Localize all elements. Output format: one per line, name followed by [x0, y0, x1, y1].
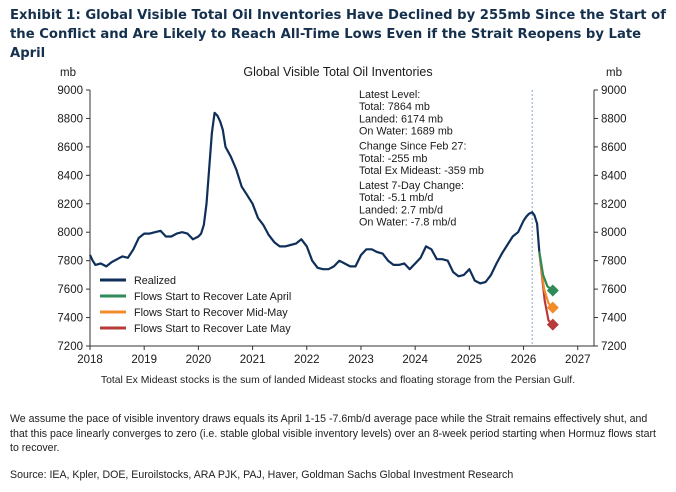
- y-tick-label-left: 9000: [57, 85, 83, 97]
- y-axis-label-right: mb: [606, 67, 622, 79]
- annotation-line: Total: 7864 mb: [359, 101, 430, 113]
- x-tick-label: 2018: [77, 354, 103, 366]
- x-tick-label: 2020: [186, 354, 212, 366]
- y-tick-label-right: 8000: [601, 227, 627, 239]
- x-tick-label: 2027: [565, 354, 591, 366]
- y-tick-label-left: 7600: [57, 284, 83, 296]
- y-tick-label-right: 8200: [601, 199, 627, 211]
- x-tick-label: 2024: [402, 354, 428, 366]
- annotation-line: Total: -5.1 mb/d: [359, 192, 433, 204]
- annotation-line: Total Ex Mideast: -359 mb: [359, 165, 484, 177]
- y-tick-label-left: 8000: [57, 227, 83, 239]
- chart-axes: 7200 7200 7400 7400 7600 7600 7800 7800 8000 8000…: [57, 85, 626, 366]
- legend-label: Flows Start to Recover Late May: [134, 323, 291, 335]
- y-axis-label-left: mb: [60, 67, 76, 79]
- legend-label: Flows Start to Recover Mid-May: [134, 307, 288, 319]
- annotation-line: On Water: 1689 mb: [359, 126, 453, 138]
- y-tick-label-left: 8400: [57, 170, 83, 182]
- y-tick-label-right: 7800: [601, 256, 627, 268]
- series-line-realized: [89, 111, 541, 285]
- y-tick-label-left: 7400: [57, 313, 83, 325]
- series-end-diamond: [546, 284, 559, 297]
- series-end-diamond: [546, 318, 559, 331]
- x-tick-label: 2026: [511, 354, 537, 366]
- y-tick-label-left: 8800: [57, 113, 83, 125]
- inventory-line-chart: 7200 7200 7400 7400 7600 7600 7800 7800 8000 8000…: [57, 65, 626, 366]
- annotation-line: Total: -255 mb: [359, 153, 427, 165]
- assumption-note: We assume the pace of visible inventory …: [10, 413, 656, 454]
- annotation-line: Latest Level:: [359, 89, 420, 101]
- annotation-line: Landed: 2.7 mb/d: [359, 204, 443, 216]
- y-tick-label-right: 9000: [601, 85, 627, 97]
- x-tick-label: 2021: [240, 354, 266, 366]
- annotation-line: On Water: -7.8 mb/d: [359, 217, 456, 229]
- series-end-diamond: [546, 301, 559, 314]
- legend-label: Realized: [134, 275, 176, 287]
- y-tick-label-right: 8600: [601, 142, 627, 154]
- y-tick-label-left: 8200: [57, 199, 83, 211]
- y-tick-label-right: 8800: [601, 113, 627, 125]
- source-line: Source: IEA, Kpler, DOE, Euroilstocks, A…: [10, 469, 514, 481]
- legend-label: Flows Start to Recover Late April: [134, 291, 291, 303]
- x-tick-label: 2025: [457, 354, 483, 366]
- y-tick-label-right: 8400: [601, 170, 627, 182]
- y-tick-label-left: 7800: [57, 256, 83, 268]
- chart-title: Global Visible Total Oil Inventories: [243, 65, 432, 79]
- x-tick-label: 2023: [348, 354, 374, 366]
- chart-panel: 7200 7200 7400 7400 7600 7600 7800 7800 8000 8000…: [0, 58, 676, 394]
- y-tick-label-left: 7200: [57, 341, 83, 353]
- x-tick-label: 2022: [294, 354, 320, 366]
- annotation-line: Change Since Feb 27:: [359, 141, 466, 153]
- chart-note: Total Ex Mideast stocks is the sum of la…: [100, 375, 576, 386]
- annotation-line: Latest 7-Day Change:: [359, 180, 464, 192]
- series-lines: [89, 111, 559, 331]
- exhibit-title: Exhibit 1: Global Visible Total Oil Inve…: [10, 8, 666, 61]
- y-tick-label-right: 7200: [601, 341, 627, 353]
- x-tick-label: 2019: [131, 354, 157, 366]
- y-tick-label-left: 8600: [57, 142, 83, 154]
- chart-legend: Realized Flows Start to Recover Late Apri…: [100, 275, 291, 335]
- y-tick-label-right: 7400: [601, 313, 627, 325]
- y-tick-label-right: 7600: [601, 284, 627, 296]
- annotation-line: Landed: 6174 mb: [359, 113, 443, 125]
